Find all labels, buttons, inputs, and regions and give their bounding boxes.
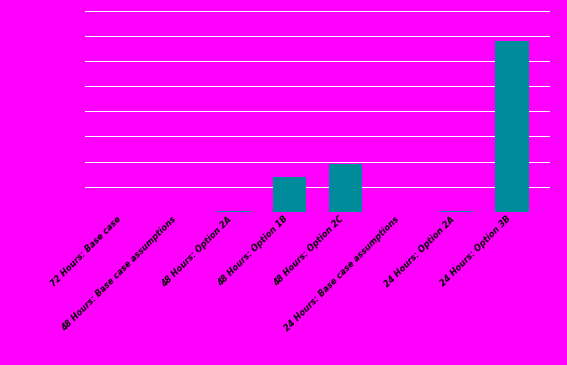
Bar xyxy=(329,164,362,212)
Bar xyxy=(440,211,473,212)
Bar xyxy=(217,211,251,212)
Bar xyxy=(496,41,529,212)
Bar xyxy=(273,177,306,212)
